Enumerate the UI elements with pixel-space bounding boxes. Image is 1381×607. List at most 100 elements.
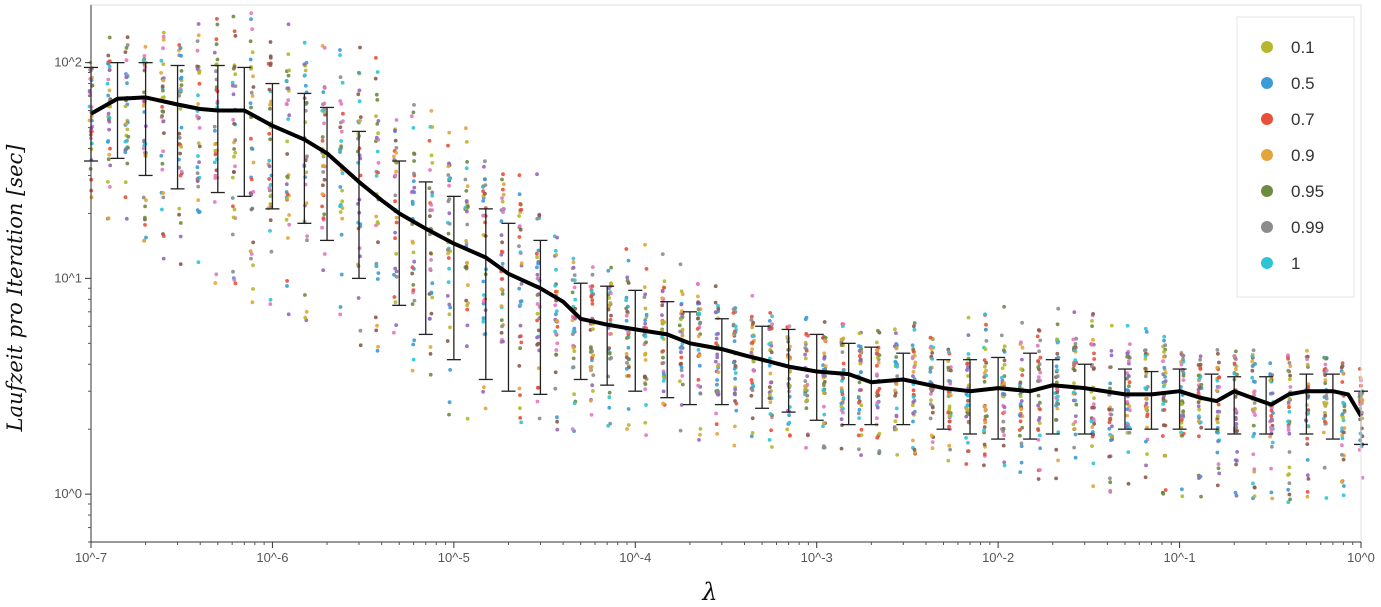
- scatter-point: [233, 164, 237, 169]
- scatter-point: [876, 393, 881, 398]
- scatter-point: [518, 202, 523, 206]
- scatter-point: [482, 164, 486, 169]
- scatter-point: [644, 340, 648, 345]
- scatter-point: [946, 365, 951, 370]
- scatter-point: [537, 213, 542, 218]
- scatter-point: [624, 366, 629, 371]
- scatter-point: [1035, 334, 1040, 339]
- scatter-point: [446, 164, 451, 169]
- scatter-point: [769, 428, 773, 433]
- scatter-point: [500, 199, 505, 204]
- scatter-point: [696, 294, 700, 299]
- scatter-point: [1161, 423, 1166, 428]
- scatter-point: [1001, 443, 1006, 448]
- scatter-point: [1091, 432, 1096, 437]
- scatter-point: [589, 368, 593, 373]
- scatter-point: [518, 227, 523, 232]
- scatter-point: [767, 396, 772, 400]
- scatter-point: [285, 152, 290, 156]
- legend-label: 1: [1291, 254, 1300, 273]
- scatter-point: [1072, 445, 1076, 450]
- scatter-point: [195, 165, 200, 170]
- scatter-point: [375, 122, 380, 126]
- scatter-point: [591, 373, 596, 377]
- scatter-point: [555, 235, 559, 240]
- scatter-point: [732, 366, 737, 371]
- scatter-point: [803, 317, 808, 322]
- scatter-point: [446, 143, 450, 148]
- scatter-point: [590, 302, 595, 306]
- scatter-point: [1323, 381, 1328, 386]
- scatter-point: [249, 256, 253, 261]
- scatter-point: [1109, 349, 1114, 353]
- scatter-point: [571, 345, 576, 350]
- scatter-point: [716, 303, 720, 308]
- scatter-point: [1074, 336, 1079, 341]
- scatter-point: [876, 360, 881, 365]
- scatter-point: [677, 323, 682, 328]
- scatter-point: [231, 269, 235, 274]
- scatter-point: [393, 230, 397, 235]
- scatter-point: [481, 319, 486, 324]
- scatter-point: [196, 141, 201, 146]
- scatter-point: [481, 299, 486, 304]
- scatter-point: [197, 160, 202, 165]
- scatter-point: [1163, 375, 1167, 379]
- scatter-point: [286, 236, 290, 240]
- scatter-point: [680, 309, 684, 313]
- scatter-point: [1002, 362, 1007, 367]
- scatter-point: [429, 258, 433, 262]
- scatter-point: [713, 359, 718, 364]
- scatter-point: [249, 105, 253, 110]
- scatter-point: [625, 360, 629, 365]
- scatter-point: [537, 416, 542, 421]
- scatter-point: [1092, 351, 1096, 356]
- x-tick-label: 10^-7: [75, 550, 107, 565]
- scatter-point: [1143, 326, 1148, 331]
- scatter-point: [230, 175, 235, 180]
- scatter-point: [536, 366, 541, 371]
- scatter-point: [1305, 494, 1310, 499]
- scatter-point: [804, 348, 809, 353]
- scatter-point: [804, 406, 809, 411]
- scatter-point: [1073, 341, 1078, 346]
- scatter-point: [374, 114, 378, 118]
- scatter-point: [1323, 362, 1328, 367]
- scatter-point: [805, 393, 810, 398]
- scatter-point: [1002, 344, 1007, 349]
- scatter-point: [1036, 379, 1041, 384]
- scatter-point: [465, 261, 469, 266]
- scatter-point: [893, 419, 898, 424]
- scatter-point: [465, 184, 470, 189]
- scatter-point: [768, 412, 773, 416]
- scatter-point: [803, 384, 807, 388]
- scatter-point: [680, 382, 685, 387]
- scatter-point: [499, 330, 504, 335]
- scatter-point: [1198, 362, 1203, 367]
- scatter-point: [517, 214, 521, 218]
- scatter-point: [1197, 376, 1202, 381]
- scatter-point: [447, 130, 452, 135]
- scatter-point: [910, 356, 915, 361]
- scatter-point: [107, 64, 112, 69]
- scatter-point: [1037, 362, 1042, 367]
- scatter-point: [1233, 458, 1238, 462]
- scatter-point: [984, 327, 988, 332]
- scatter-point: [447, 177, 451, 182]
- scatter-point: [696, 383, 700, 388]
- scatter-point: [662, 320, 667, 325]
- scatter-point: [412, 151, 416, 156]
- scatter-point: [607, 390, 612, 395]
- scatter-point: [160, 109, 165, 114]
- scatter-point: [1161, 491, 1166, 496]
- scatter-point: [179, 125, 184, 130]
- scatter-point: [893, 393, 897, 398]
- scatter-point: [573, 297, 578, 302]
- scatter-point: [767, 363, 772, 368]
- scatter-point: [625, 309, 630, 314]
- scatter-point: [1056, 355, 1061, 360]
- x-tick-label: 10^-4: [619, 550, 651, 565]
- scatter-point: [447, 400, 452, 405]
- scatter-point: [715, 364, 720, 369]
- scatter-point: [679, 403, 684, 407]
